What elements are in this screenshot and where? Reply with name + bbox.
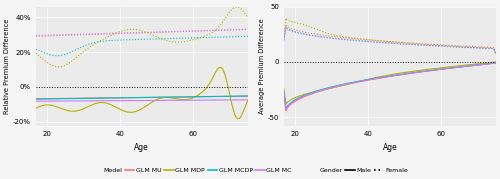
Legend: Model, GLM MU, GLM MDP, GLM MCDP, GLM MC, , Gender, Male, Female: Model, GLM MU, GLM MDP, GLM MCDP, GLM MC… bbox=[90, 166, 410, 176]
X-axis label: Age: Age bbox=[134, 142, 149, 152]
X-axis label: Age: Age bbox=[382, 142, 397, 152]
Y-axis label: Relative Premium Difference: Relative Premium Difference bbox=[4, 19, 10, 114]
Y-axis label: Average Premium Difference: Average Premium Difference bbox=[259, 19, 265, 114]
